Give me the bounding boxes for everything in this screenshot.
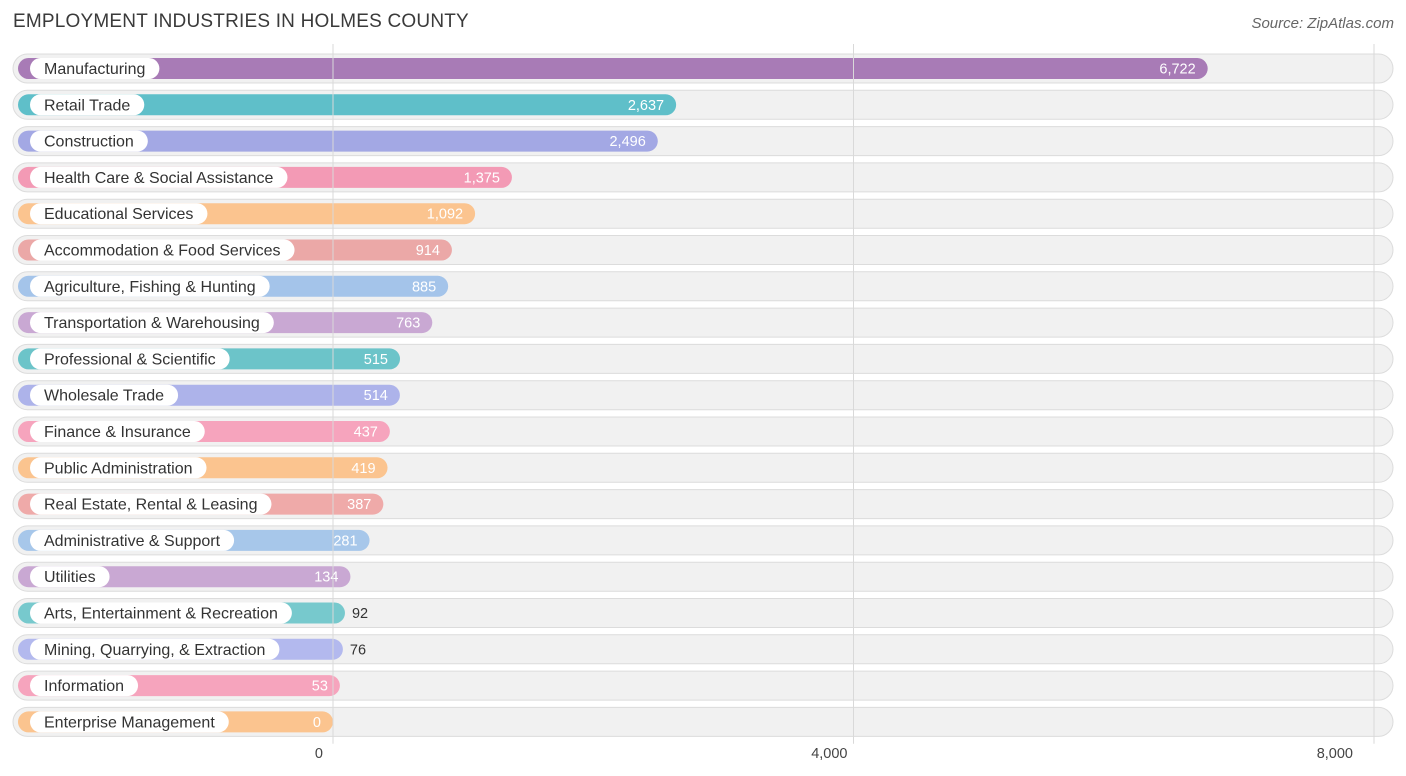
bar: [18, 130, 658, 152]
bar-row: Construction 2,496: [12, 126, 1394, 157]
x-axis: 0 4,000 8,000: [315, 746, 1353, 762]
category-label-pill: [30, 58, 160, 79]
category-label: Educational Services: [44, 206, 193, 223]
category-label-pill: [30, 675, 139, 697]
chart-title: EMPLOYMENT INDUSTRIES IN HOLMES COUNTY: [13, 11, 469, 32]
category-label-pill: [30, 602, 292, 624]
value-label: 515: [364, 352, 388, 368]
category-label-pill: [30, 130, 148, 152]
category-label-pill: [30, 312, 274, 334]
bar-row: Finance & Insurance 437: [12, 416, 1394, 447]
row-track: [12, 561, 1394, 592]
bar-row: Enterprise Management 0: [12, 706, 1394, 737]
value-label: 763: [396, 316, 420, 332]
category-label: Mining, Quarrying, & Extraction: [44, 642, 265, 659]
bar-row: Administrative & Support 281: [12, 525, 1394, 556]
x-tick-label: 8,000: [1317, 746, 1353, 762]
bar-row: Mining, Quarrying, & Extraction 76: [12, 634, 1394, 665]
value-label: 914: [416, 243, 440, 259]
bar-row: Agriculture, Fishing & Hunting 885: [12, 271, 1394, 302]
bar-row: Public Administration 419: [12, 452, 1394, 483]
category-label: Professional & Scientific: [44, 351, 216, 368]
category-label-pill: [30, 166, 288, 188]
value-label: 76: [350, 642, 366, 658]
value-label: 387: [347, 497, 371, 513]
value-label: 0: [313, 715, 321, 731]
category-label: Agriculture, Fishing & Hunting: [44, 279, 256, 296]
category-label-pill: [30, 275, 270, 297]
category-label-pill: [30, 239, 295, 261]
row-track: [12, 706, 1394, 737]
category-label-pill: [30, 203, 208, 225]
x-tick-label: 4,000: [811, 746, 847, 762]
category-label: Administrative & Support: [44, 533, 221, 550]
bar-row: Accommodation & Food Services 914: [12, 235, 1394, 265]
row-track: [12, 634, 1394, 665]
category-label: Construction: [44, 134, 134, 151]
bar: [18, 58, 1208, 79]
category-label-pill: [30, 529, 235, 551]
category-label-pill: [30, 566, 110, 588]
value-label: 6,722: [1159, 62, 1195, 78]
bar: [18, 94, 677, 116]
category-label-pill: [30, 348, 230, 370]
category-label: Wholesale Trade: [44, 388, 164, 405]
category-label: Transportation & Warehousing: [44, 315, 260, 332]
bar-row: Arts, Entertainment & Recreation 92: [12, 598, 1394, 628]
bar-row: Manufacturing 6,722: [12, 53, 1394, 84]
bar-row: Transportation & Warehousing 763: [12, 307, 1394, 338]
category-label: Retail Trade: [44, 97, 130, 114]
row-track: [12, 670, 1394, 701]
category-label-pill: [30, 457, 207, 479]
category-label: Manufacturing: [44, 61, 145, 78]
value-label: 281: [333, 533, 357, 549]
value-label: 437: [354, 425, 378, 441]
value-label: 2,496: [609, 134, 645, 150]
gridlines: [332, 44, 1375, 744]
category-label-pill: [30, 384, 179, 406]
row-track: [12, 598, 1394, 628]
bar-row: Educational Services 1,092: [12, 198, 1394, 229]
rows: Manufacturing 6,722 Retail Trade 2,637 Const…: [12, 53, 1394, 737]
value-label: 1,375: [464, 170, 500, 186]
value-label: 1,092: [427, 207, 463, 223]
category-label-pill: [30, 94, 145, 116]
category-label: Utilities: [44, 569, 96, 586]
bar-row: Wholesale Trade 514: [12, 380, 1394, 411]
category-label-pill: [30, 711, 229, 733]
value-label: 514: [364, 388, 388, 404]
source-credit: Source: ZipAtlas.com: [1251, 15, 1394, 32]
category-label: Accommodation & Food Services: [44, 243, 281, 260]
category-label: Real Estate, Rental & Leasing: [44, 497, 257, 514]
category-label: Public Administration: [44, 460, 193, 477]
category-label: Health Care & Social Assistance: [44, 170, 274, 187]
bar-row: Information 53: [12, 670, 1394, 701]
category-label: Arts, Entertainment & Recreation: [44, 606, 278, 623]
category-label: Information: [44, 678, 124, 695]
x-tick-label: 0: [315, 746, 323, 762]
category-label-pill: [30, 638, 280, 660]
value-label: 885: [412, 279, 436, 295]
bar-row: Health Care & Social Assistance 1,375: [12, 162, 1394, 193]
value-label: 53: [312, 679, 328, 695]
category-label-pill: [30, 493, 272, 515]
category-label-pill: [30, 421, 205, 442]
bar-row: Utilities 134: [12, 561, 1394, 592]
bar-row: Retail Trade 2,637: [12, 89, 1394, 120]
bar-row: Real Estate, Rental & Leasing 387: [12, 489, 1394, 520]
category-label: Finance & Insurance: [44, 424, 191, 441]
category-label: Enterprise Management: [44, 714, 215, 731]
bar-row: Professional & Scientific 515: [12, 343, 1394, 374]
value-label: 2,637: [628, 98, 664, 114]
value-label: 92: [352, 606, 368, 622]
value-label: 419: [351, 461, 375, 477]
value-label: 134: [314, 570, 338, 586]
